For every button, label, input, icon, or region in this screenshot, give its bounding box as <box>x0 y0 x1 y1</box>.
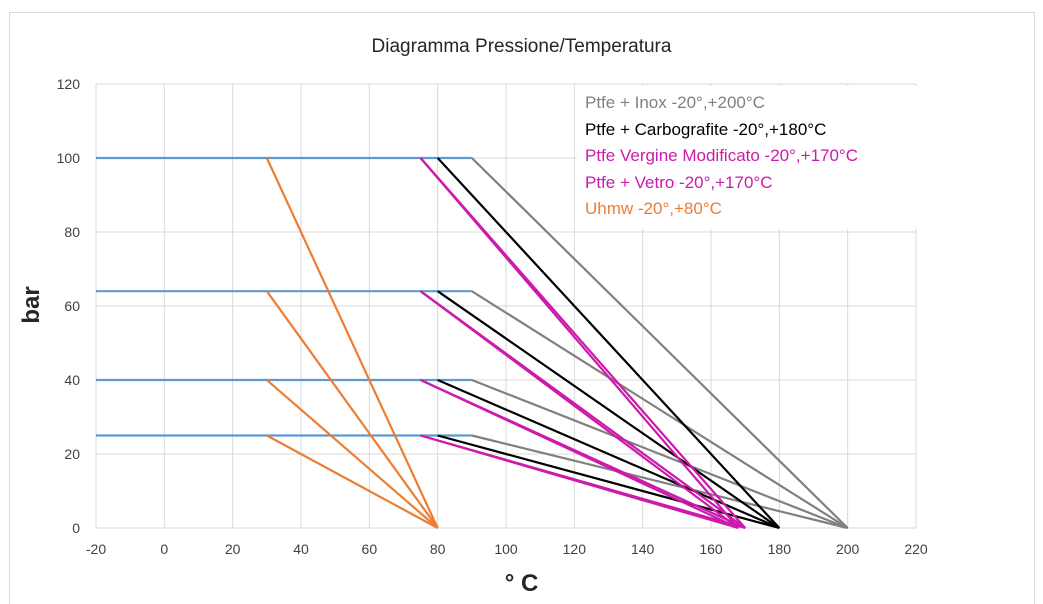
legend-item-uhmw: Uhmw -20°,+80°C <box>585 199 722 218</box>
x-tick-label: 220 <box>904 541 928 557</box>
tick-labels: -20 0 20 40 60 80 100 120 140 160 180 200 220 0 20 40 60… <box>57 76 928 557</box>
legend-item-ptfe-inox: Ptfe + Inox -20°,+200°C <box>585 93 765 112</box>
x-tick-label: 180 <box>768 541 792 557</box>
legend-item-ptfe-carbografite: Ptfe + Carbografite -20°,+180°C <box>585 119 827 139</box>
x-axis-label: ° C <box>504 570 539 597</box>
x-tick-label: 40 <box>293 541 309 557</box>
series-line-3 <box>420 379 739 529</box>
pressure-levels <box>96 156 472 437</box>
y-tick-label: 20 <box>64 446 80 462</box>
legend-item-ptfe-vetro: Ptfe + Vetro -20°,+170°C <box>585 172 773 192</box>
series-line-1 <box>436 157 781 529</box>
y-axis-label: bar <box>18 286 45 324</box>
series-line-4 <box>265 290 439 529</box>
series-lines <box>265 157 849 530</box>
series-line-3 <box>419 157 740 529</box>
x-tick-label: 0 <box>160 541 168 557</box>
series-line-3 <box>419 290 739 529</box>
series-line-0 <box>471 378 849 530</box>
legend: Ptfe + Inox -20°,+200°C Ptfe + Carbograf… <box>577 86 917 229</box>
series-line-0 <box>471 434 848 530</box>
series-line-1 <box>437 290 780 529</box>
series-line-3 <box>420 434 739 530</box>
y-tick-label: 0 <box>72 520 80 536</box>
y-tick-label: 80 <box>64 224 80 240</box>
x-tick-label: 120 <box>563 541 587 557</box>
x-tick-label: 140 <box>631 541 655 557</box>
series-line-0 <box>471 157 849 529</box>
x-tick-label: 20 <box>225 541 241 557</box>
y-tick-label: 120 <box>57 76 81 92</box>
series-line-0 <box>471 290 849 529</box>
series-line-4 <box>266 379 439 529</box>
x-tick-label: 80 <box>430 541 446 557</box>
y-tick-label: 100 <box>57 150 81 166</box>
series-line-4 <box>266 434 439 529</box>
chart-title: Diagramma Pressione/Temperatura <box>371 36 672 57</box>
series-line-4 <box>265 157 439 529</box>
x-tick-label: 200 <box>836 541 860 557</box>
x-tick-label: -20 <box>86 541 106 557</box>
y-tick-label: 40 <box>64 372 80 388</box>
legend-item-ptfe-vergine: Ptfe Vergine Modificato -20°,+170°C <box>585 146 859 165</box>
x-tick-label: 100 <box>494 541 518 557</box>
y-tick-label: 60 <box>64 298 80 314</box>
x-tick-label: 160 <box>699 541 723 557</box>
x-tick-label: 60 <box>362 541 378 557</box>
